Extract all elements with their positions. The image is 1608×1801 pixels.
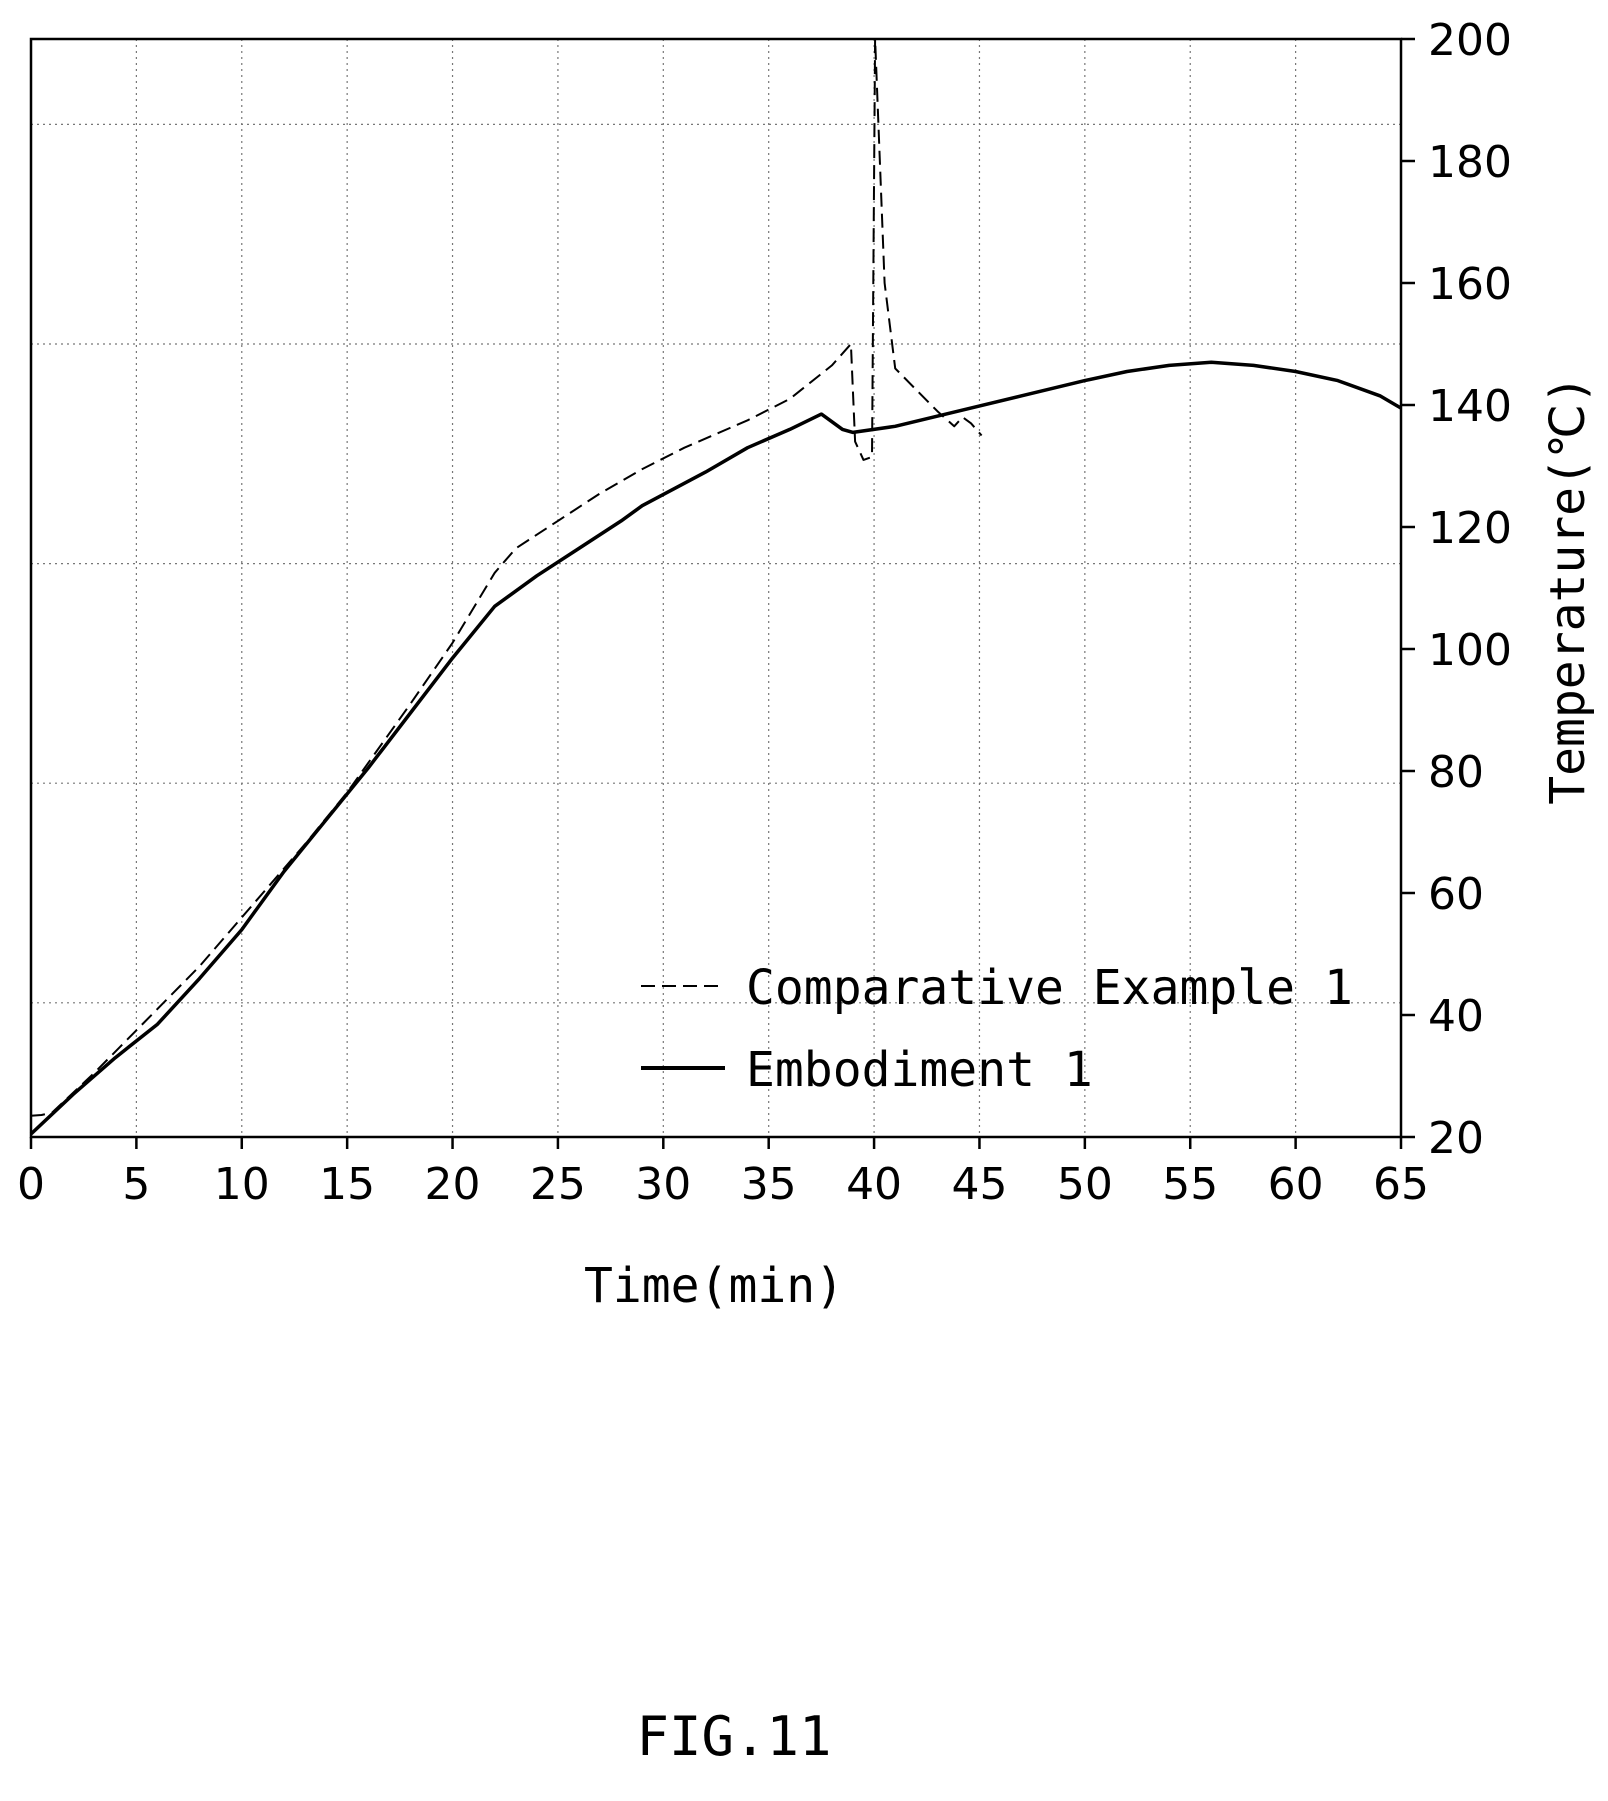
- x-tick-label: 0: [17, 1159, 45, 1210]
- legend: Comparative Example 1 Embodiment 1: [641, 960, 1353, 1098]
- series-line-embodiment-1: [29, 360, 1402, 1136]
- axis-ticks: 0 5 10 15 20 25 30 35 40 45 50 55 60 6520406080100120…: [17, 15, 1512, 1210]
- y-tick-label: 60: [1428, 869, 1484, 920]
- x-tick-label: 30: [635, 1159, 691, 1210]
- x-tick-label: 65: [1373, 1159, 1429, 1210]
- y-tick-label: 180: [1428, 137, 1512, 188]
- series-line-comparative-example-1: [30, 38, 983, 1117]
- y-tick-label: 140: [1428, 381, 1512, 432]
- series-layer: [29, 38, 1402, 1136]
- y-tick-label: 200: [1428, 15, 1512, 66]
- figure-caption: FIG.11: [636, 1705, 831, 1768]
- x-tick-label: 20: [425, 1159, 481, 1210]
- y-tick-label: 80: [1428, 747, 1484, 798]
- y-axis-title: Temperature(℃): [1540, 375, 1596, 805]
- y-tick-label: 40: [1428, 991, 1484, 1042]
- x-tick-label: 10: [214, 1159, 270, 1210]
- plot-frame: [29, 37, 1403, 1139]
- x-tick-label: 60: [1268, 1159, 1324, 1210]
- legend-label-comparative-example-1: Comparative Example 1: [746, 960, 1353, 1016]
- x-tick-label: 45: [951, 1159, 1007, 1210]
- x-tick-label: 55: [1162, 1159, 1218, 1210]
- x-tick-label: 35: [741, 1159, 797, 1210]
- x-tick-label: 40: [846, 1159, 902, 1210]
- x-tick-label: 50: [1057, 1159, 1113, 1210]
- y-tick-label: 100: [1428, 625, 1512, 676]
- x-axis-title: Time(min): [584, 1258, 844, 1314]
- y-tick-label: 120: [1428, 503, 1512, 554]
- x-tick-label: 5: [122, 1159, 150, 1210]
- legend-label-embodiment-1: Embodiment 1: [746, 1042, 1093, 1098]
- y-tick-label: 20: [1428, 1113, 1484, 1164]
- grid-lines: [31, 39, 1401, 1137]
- x-tick-label: 25: [530, 1159, 586, 1210]
- y-tick-label: 160: [1428, 259, 1512, 310]
- x-tick-label: 15: [319, 1159, 375, 1210]
